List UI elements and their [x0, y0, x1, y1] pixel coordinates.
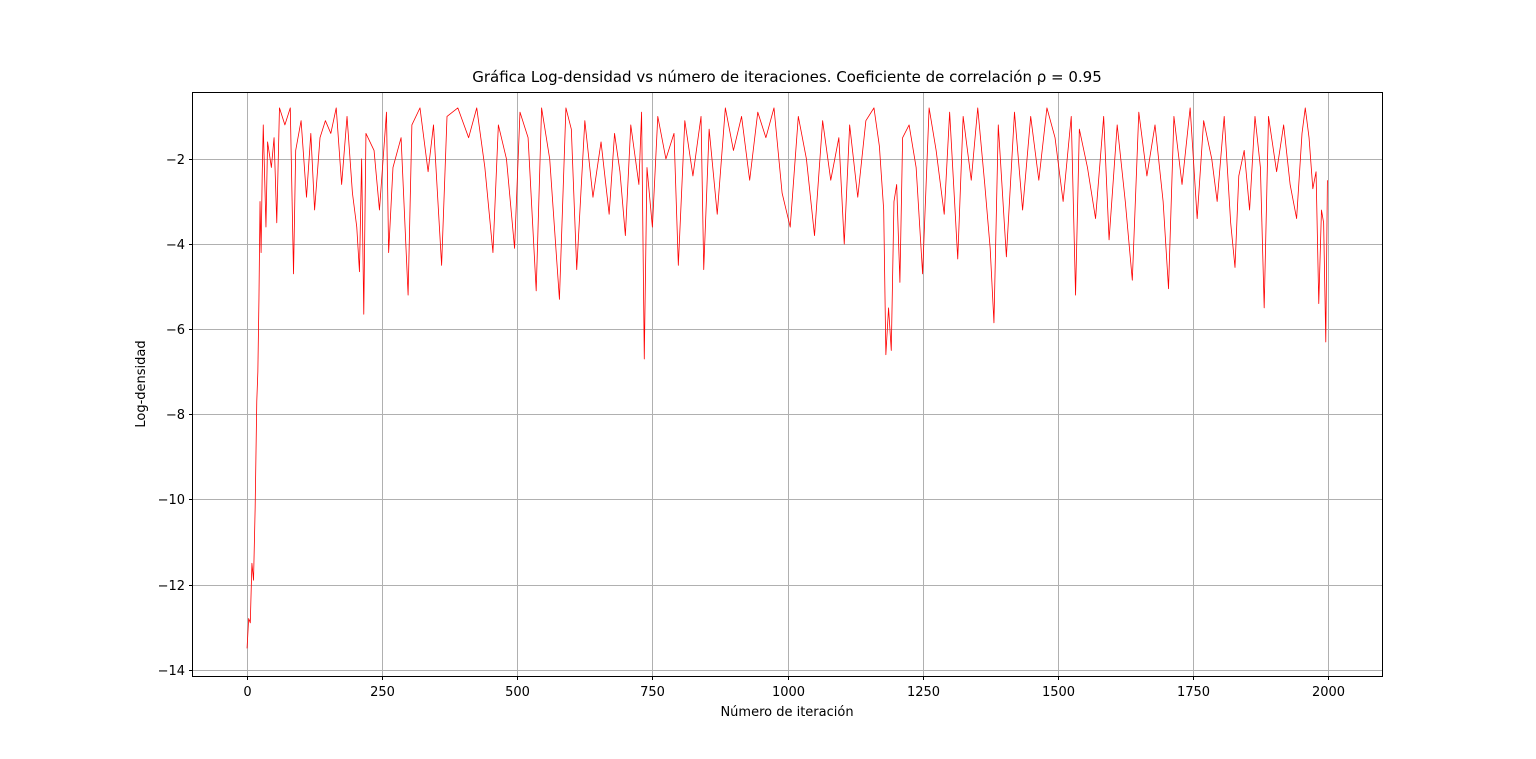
- x-tick-label: 1250: [907, 685, 940, 700]
- x-tick-label: 1750: [1177, 685, 1210, 700]
- y-axis-label: Log-densidad: [134, 340, 149, 427]
- tick-layer: 0 250 500 750 1000 1250 1500 1750 2000 −14 −12 −10 −…: [158, 153, 1345, 700]
- chart-title: Gráfica Log-densidad vs número de iterac…: [472, 68, 1102, 86]
- x-tick-label: 750: [640, 685, 665, 700]
- grid-layer: [193, 93, 1382, 676]
- y-tick-label: −8: [166, 408, 185, 423]
- plot-frame: [192, 92, 1383, 677]
- x-tick-label: 1000: [772, 685, 805, 700]
- series-line: [246, 107, 1328, 649]
- y-tick-label: −4: [166, 238, 185, 253]
- y-tick-label: −6: [166, 323, 185, 338]
- x-tick-label: 0: [243, 685, 251, 700]
- y-tick-label: −2: [166, 153, 185, 168]
- x-tick-label: 2000: [1312, 685, 1345, 700]
- x-tick-label: 1500: [1042, 685, 1075, 700]
- y-tick-label: −10: [158, 493, 185, 508]
- x-tick-label: 250: [370, 685, 395, 700]
- x-axis-label: Número de iteración: [720, 705, 853, 720]
- series-layer: [246, 107, 1328, 649]
- y-tick-label: −12: [158, 579, 185, 594]
- x-tick-label: 500: [505, 685, 530, 700]
- y-tick-label: −14: [158, 664, 185, 679]
